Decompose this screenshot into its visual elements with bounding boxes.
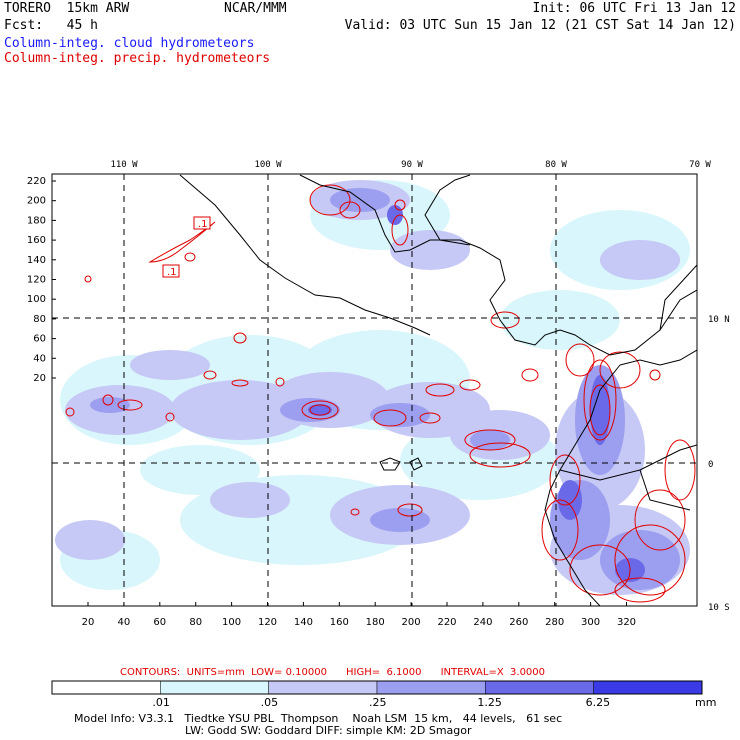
colorbar-label: 1.25 xyxy=(477,696,502,709)
x-tick-label: 20 xyxy=(82,617,95,628)
longitude-labels: 110 W 100 W 90 W 80 W 70 W xyxy=(110,160,711,170)
colorbar-cell xyxy=(485,680,594,695)
y-index-ticks: 220 200 180 160 140 120 100 80 60 40 20 xyxy=(27,176,56,384)
lat-label: 0 xyxy=(708,460,713,470)
colorbar-units: mm xyxy=(695,696,717,709)
x-tick-label: 140 xyxy=(294,617,313,628)
x-tick-label: 40 xyxy=(118,617,131,628)
x-tick-label: 200 xyxy=(402,617,421,628)
colorbar-cell xyxy=(51,680,161,695)
x-tick-label: 160 xyxy=(330,617,349,628)
center-label: NCAR/MMM xyxy=(224,1,287,16)
contour-label-2-text: .1 xyxy=(167,267,177,278)
lon-label: 110 W xyxy=(110,160,138,170)
y-tick-label: 20 xyxy=(33,373,46,384)
colorbar-label: .01 xyxy=(152,696,170,709)
lon-label: 100 W xyxy=(254,160,282,170)
x-tick-label: 280 xyxy=(545,617,564,628)
x-index-ticks: 20 40 60 80 100 120 140 160 180 200 220 240 260 280 30… xyxy=(82,602,636,628)
x-tick-label: 220 xyxy=(437,617,456,628)
x-tick-label: 180 xyxy=(366,617,385,628)
x-tick-label: 240 xyxy=(473,617,492,628)
colorbar-cell xyxy=(160,680,269,695)
x-tick-label: 260 xyxy=(509,617,528,628)
model-run-title: TORERO 15km ARW xyxy=(4,1,130,16)
lat-lon-grid xyxy=(52,174,697,606)
y-tick-label: 160 xyxy=(27,235,46,246)
y-tick-label: 180 xyxy=(27,215,46,226)
x-tick-label: 100 xyxy=(222,617,241,628)
y-tick-label: 200 xyxy=(27,196,46,207)
colorbar-label: .25 xyxy=(369,696,387,709)
model-info-line1: Model Info: V3.3.1 Tiedtke YSU PBL Thomp… xyxy=(74,712,563,725)
contour-label-2: .1 xyxy=(162,264,180,278)
field-precip-label: Column-integ. precip. hydrometeors xyxy=(4,51,271,66)
colorbar-cell xyxy=(268,680,378,695)
contour-label-1: .1 xyxy=(193,216,211,230)
x-tick-label: 60 xyxy=(153,617,166,628)
x-tick-label: 320 xyxy=(617,617,636,628)
x-tick-label: 120 xyxy=(258,617,277,628)
init-time: Init: 06 UTC Fri 13 Jan 12 xyxy=(532,1,737,16)
y-tick-label: 40 xyxy=(33,353,46,364)
colorbar xyxy=(51,680,703,695)
y-tick-label: 120 xyxy=(27,275,46,286)
lat-label: 10 S xyxy=(708,603,730,613)
latitude-labels: 10 N 0 10 S xyxy=(708,315,730,613)
precip-contours xyxy=(65,184,696,603)
lon-label: 80 W xyxy=(545,160,567,170)
lon-label: 70 W xyxy=(689,160,711,170)
model-info-line2: LW: Godd SW: Goddard DIFF: simple KM: 2D… xyxy=(185,724,472,737)
lon-label: 90 W xyxy=(401,160,423,170)
y-tick-label: 220 xyxy=(27,176,46,187)
field-cloud-label: Column-integ. cloud hydrometeors xyxy=(4,36,255,51)
forecast-hour: Fcst: 45 h xyxy=(4,18,98,33)
x-tick-label: 80 xyxy=(189,617,202,628)
plot-border xyxy=(51,173,698,607)
y-tick-label: 60 xyxy=(33,334,46,345)
contour-info: CONTOURS: UNITS=mm LOW= 0.10000 HIGH= 6.… xyxy=(120,667,546,678)
contour-label-1-text: .1 xyxy=(198,219,208,230)
hydrometeor-field xyxy=(55,174,697,606)
colorbar-cell xyxy=(593,680,703,695)
x-tick-label: 300 xyxy=(581,617,600,628)
valid-time: Valid: 03 UTC Sun 15 Jan 12 (21 CST Sat … xyxy=(344,18,736,33)
y-tick-label: 100 xyxy=(27,294,46,305)
colorbar-cell xyxy=(376,680,486,695)
y-tick-label: 80 xyxy=(33,314,46,325)
coastlines xyxy=(179,174,697,606)
colorbar-label: 6.25 xyxy=(585,696,611,709)
y-tick-label: 140 xyxy=(27,255,46,266)
colorbar-label: .05 xyxy=(260,696,279,709)
lat-label: 10 N xyxy=(708,315,730,325)
